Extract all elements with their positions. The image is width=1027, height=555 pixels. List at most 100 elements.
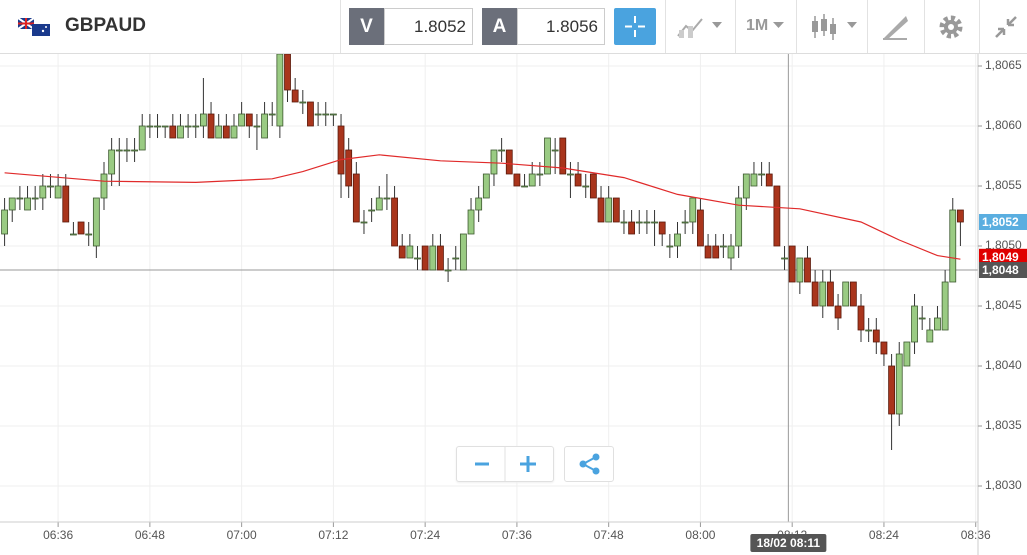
separator [340,0,341,53]
ask-price[interactable]: 1.8056 [517,8,605,45]
collapse-button[interactable] [993,14,1019,40]
candle-body [490,149,498,175]
crosshair-price-label-box [979,262,1027,278]
candle-body [498,149,506,152]
share-button[interactable] [564,446,614,482]
candle-body [284,54,291,91]
candle-body [307,101,314,127]
candle-body [849,281,857,307]
ask-label[interactable]: A [482,8,517,45]
candle-body [788,245,796,283]
candle-body [857,305,865,331]
candle-body [719,245,727,248]
candle-body [192,125,200,128]
candle-body [513,173,521,187]
candle-body [444,269,452,272]
candle-body [811,281,819,307]
candle-body [911,305,918,343]
candle-body [368,209,376,212]
x-tick-label: 08:36 [961,528,991,542]
candle-body [199,113,207,127]
crosshair-button[interactable] [614,8,656,45]
x-tick-label: 07:00 [227,528,257,542]
candle-body [880,341,888,355]
moving-average [4,154,961,260]
candle-body [85,233,93,236]
candle-body [796,257,804,283]
candle-body [54,185,62,199]
x-tick-label: 07:36 [502,528,532,542]
candle-body [605,197,613,223]
candle-body [322,113,330,116]
y-tick-label: 1,8030 [985,478,1022,492]
candle-body [827,281,834,307]
candle-body [521,185,528,188]
x-tick-label: 07:24 [410,528,440,542]
y-tick-label: 1,8055 [985,178,1022,192]
x-tick-label: 06:36 [43,528,73,542]
x-tick-label: 08:24 [869,528,899,542]
candle-body [414,257,421,260]
candle-body [528,173,536,187]
y-tick-label: 1,8040 [985,358,1022,372]
candle-body [352,173,360,223]
y-tick-label: 1,8045 [985,298,1022,312]
candle-body [773,185,781,247]
crosshair-price-label: 1,8048 [982,263,1019,277]
zoom-controls [456,446,554,482]
candle-body [918,317,926,320]
candle-body [620,221,628,224]
candle-body [100,173,108,199]
candle-body [177,125,184,139]
zoom-in[interactable] [520,456,536,472]
candle-body [24,197,31,211]
candle-body [567,173,574,176]
candle-body [207,113,215,139]
candle-body [238,113,246,127]
y-tick-label: 1,8065 [985,58,1022,72]
separator [867,0,868,53]
candle-body [329,113,337,116]
separator [924,0,925,53]
candle-body [819,281,827,307]
candle-body [108,149,116,175]
candle-body [154,125,161,128]
y-tick-label: 1,8060 [985,118,1022,132]
candle-body [337,125,345,175]
settings-button[interactable] [937,13,965,41]
candle-style-button[interactable] [810,12,860,42]
candle-body [261,113,268,139]
candle-body [146,125,154,128]
candle-body [635,221,643,224]
timeframe-button[interactable]: 1M [746,17,769,34]
candle-body [536,173,544,176]
candle-body [926,329,934,343]
candle-body [215,125,223,139]
x-tick-label: 07:12 [318,528,348,542]
candle-body [895,353,903,415]
candle-body [222,125,230,139]
chart-type-button[interactable] [676,14,728,40]
candle-body [551,149,559,152]
symbol: GBPAUD [65,15,146,36]
candle-body [804,257,811,283]
candle-body [131,149,138,152]
candle-body [475,197,483,211]
candle-body [872,329,880,343]
candle-body [666,245,674,248]
candle-body [1,209,8,235]
bid-price[interactable]: 1.8052 [384,8,473,45]
flag-icon [18,18,50,36]
candle-body [697,209,704,247]
draw-tool-button[interactable] [880,13,910,41]
x-tick-label: 06:48 [135,528,165,542]
bid-label[interactable]: V [349,8,384,45]
chart: 06:36 06:48 07:00 07:12 07:24 07:36 07:48 08:00… [0,54,1027,555]
candle-body [16,197,24,200]
candle-body [437,245,444,271]
candle-body [123,149,131,152]
candle-body [574,173,582,187]
candle-body [268,113,276,116]
candle-body [299,101,307,104]
